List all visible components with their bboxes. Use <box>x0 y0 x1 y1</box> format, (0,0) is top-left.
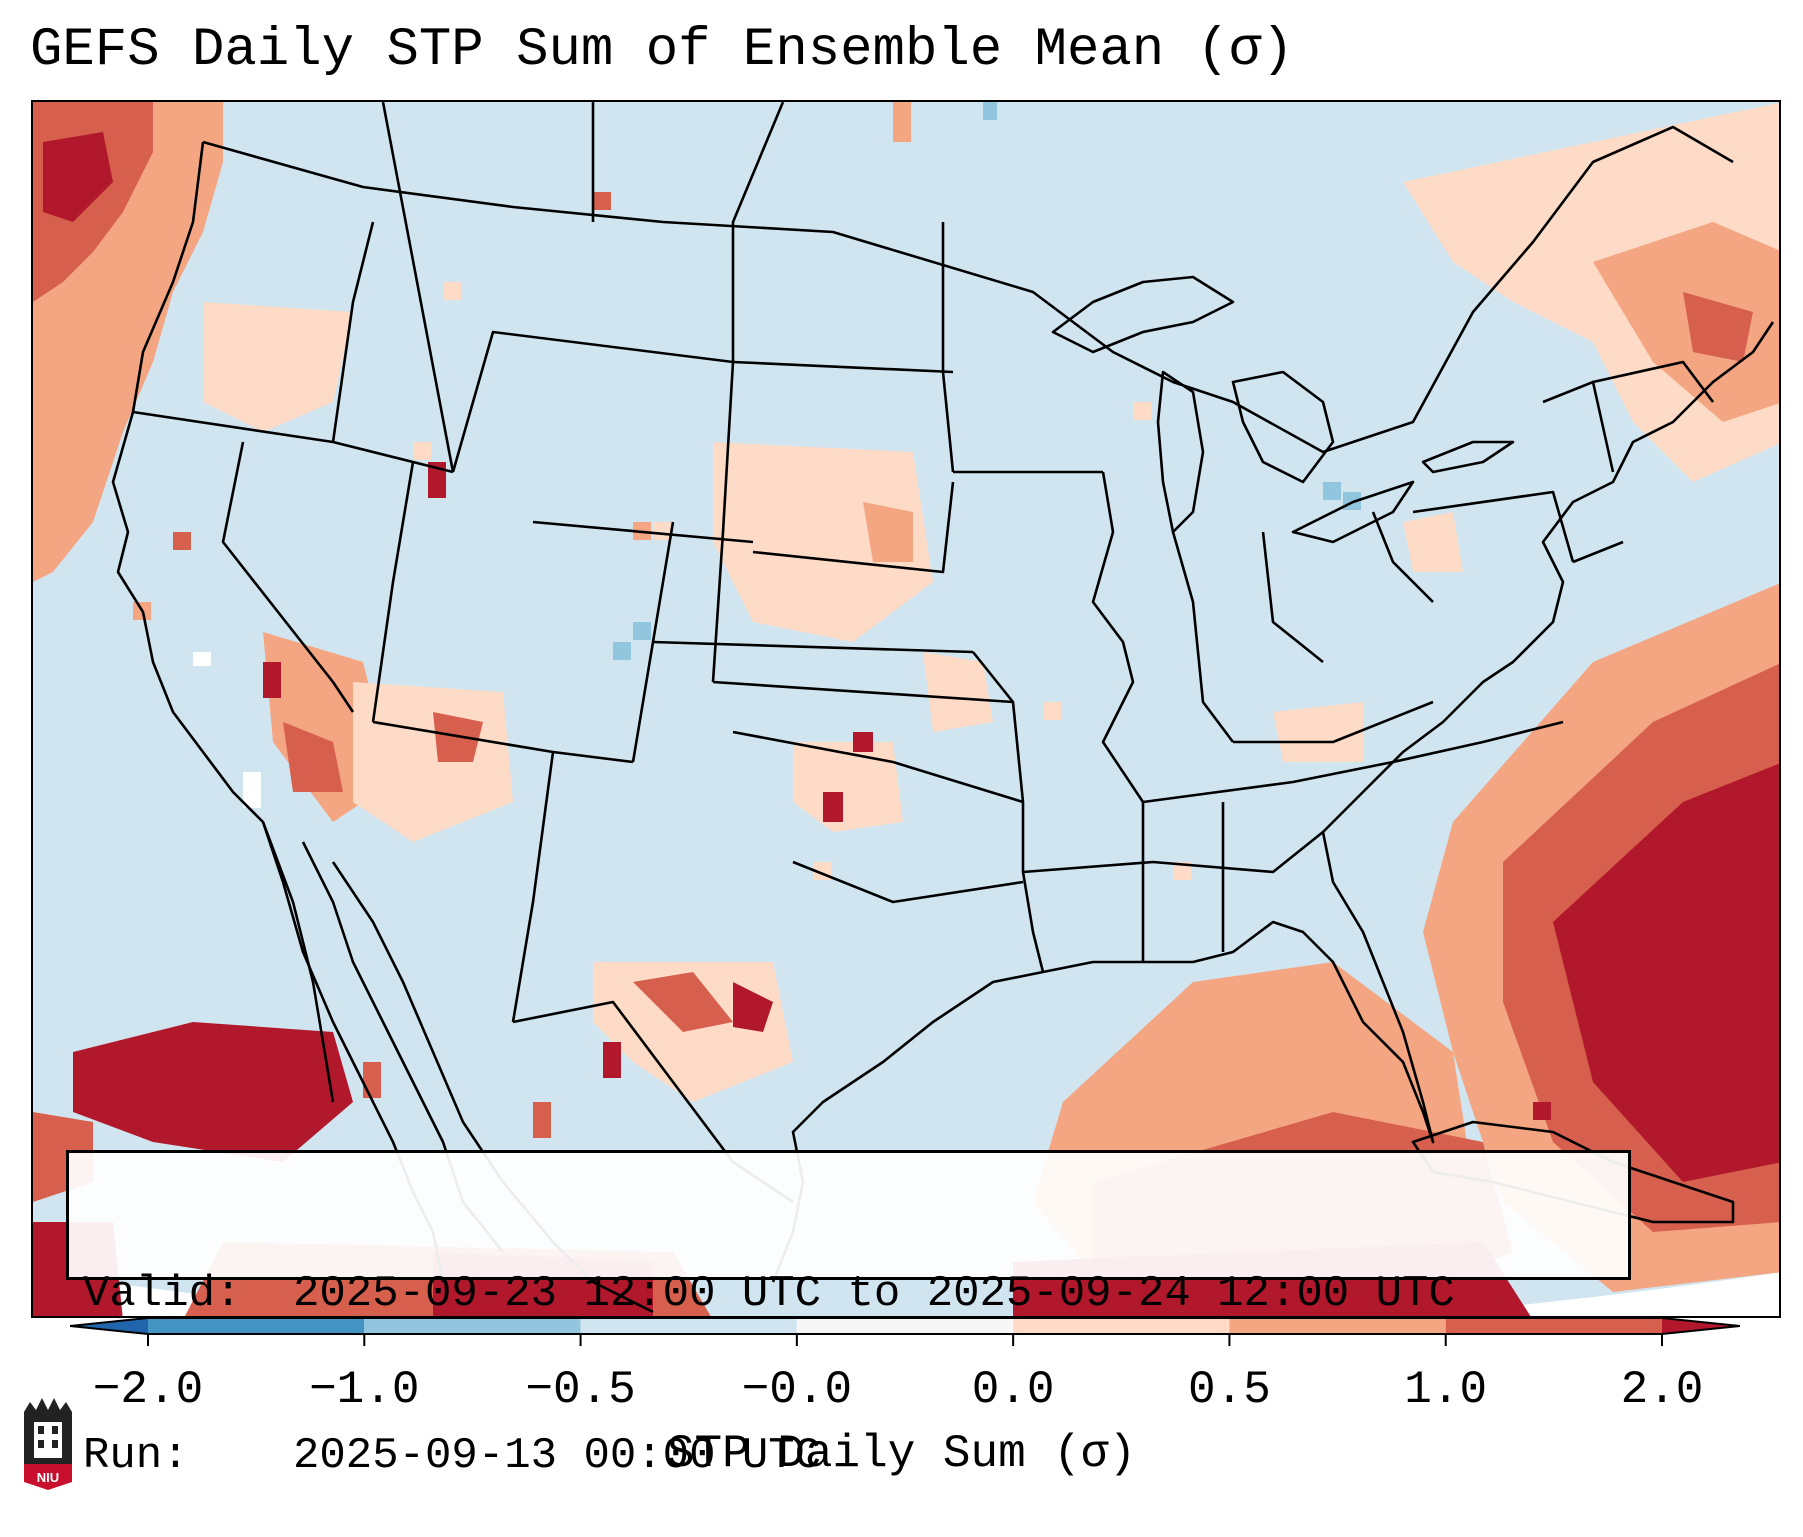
colorbar-tick-label: 0.0 <box>971 1364 1055 1416</box>
gulf-coastline <box>771 831 1435 1283</box>
canada-us-border <box>202 125 1734 454</box>
run-label: Run: <box>83 1431 189 1481</box>
colorbar <box>69 1317 1741 1348</box>
logo-text: NIU <box>37 1470 59 1485</box>
valid-label: Valid: <box>83 1269 242 1319</box>
atlantic-coastline <box>1322 321 1775 833</box>
boundary-lines <box>111 102 1775 1314</box>
colorbar-tick-label: −0.0 <box>741 1364 853 1416</box>
lake-huron <box>1231 370 1335 484</box>
colorbar-tick-label: −1.0 <box>309 1364 420 1416</box>
colorbar-svg <box>69 1317 1741 1346</box>
colorbar-bin <box>148 1318 365 1334</box>
colorbar-tick-label: 2.0 <box>1620 1364 1704 1416</box>
colorbar-bin <box>1229 1318 1446 1334</box>
colorbar-bin <box>70 1318 148 1334</box>
university-logo-icon: NIU <box>20 1392 76 1492</box>
colorbar-label: STP Daily Sum (σ) <box>666 1428 1137 1480</box>
colorbar-bin <box>1662 1318 1740 1334</box>
colorbar-bin <box>1013 1318 1230 1334</box>
valid-value: 2025-09-23 12:00 UTC to 2025-09-24 12:00… <box>293 1269 1455 1319</box>
colorbar-tick-label: 1.0 <box>1404 1364 1488 1416</box>
lake-superior <box>1051 275 1235 354</box>
colorbar-tick-label: −0.5 <box>525 1364 636 1416</box>
colorbar-bin <box>796 1318 1014 1334</box>
colorbar-bin <box>364 1318 581 1334</box>
pacific-coastline <box>111 141 335 1103</box>
colorbar-tick-label: 0.5 <box>1188 1364 1271 1416</box>
valid-run-infobox: Valid: 2025-09-23 12:00 UTC to 2025-09-24… <box>66 1150 1631 1481</box>
lake-ontario <box>1421 440 1515 474</box>
stp-map <box>33 102 1779 1316</box>
colorbar-tick-label: −2.0 <box>92 1364 204 1416</box>
anomaly-cells <box>133 102 1551 1138</box>
lake-erie <box>1291 480 1415 544</box>
run-value: 2025-09-13 00:00 UTC <box>293 1431 822 1481</box>
colorbar-bin <box>1445 1318 1662 1334</box>
colorbar-bin <box>580 1318 797 1334</box>
chart-title: GEFS Daily STP Sum of Ensemble Mean (σ) <box>30 20 1294 81</box>
map-panel <box>31 100 1781 1318</box>
lake-michigan <box>1156 370 1205 534</box>
